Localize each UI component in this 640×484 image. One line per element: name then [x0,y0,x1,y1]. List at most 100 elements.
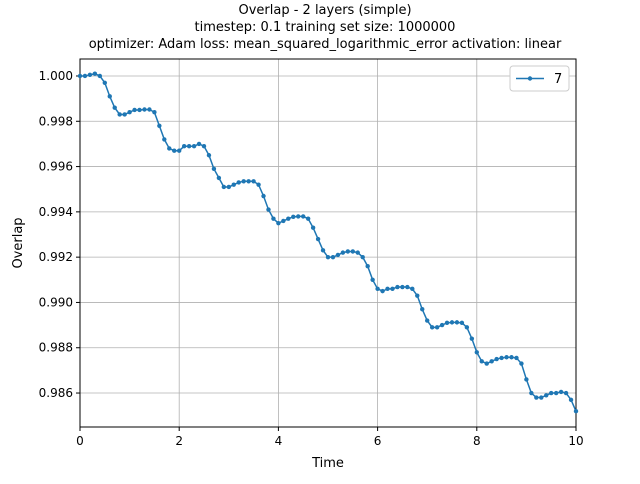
chart-subtitle: timestep: 0.1 training set size: 1000000 [195,20,456,35]
marker [281,218,286,224]
marker [137,107,142,113]
marker [181,143,187,149]
marker [494,356,499,362]
marker [553,390,559,396]
y-tick-label: 0.998 [39,114,73,128]
marker [102,80,108,85]
y-tick-label: 0.994 [39,205,73,219]
marker [310,225,316,230]
marker [429,325,435,330]
marker [469,336,475,341]
marker [350,249,355,254]
y-axis-label: Overlap [11,217,26,268]
marker [499,355,504,361]
plot-frame [79,58,577,428]
marker [444,320,450,326]
marker [514,355,519,361]
marker [162,137,167,142]
marker [464,325,470,330]
marker [534,395,539,400]
marker [122,112,127,117]
x-tick-label: 10 [568,434,583,448]
marker [241,179,246,184]
marker [167,146,172,151]
marker [425,318,430,323]
marker [77,73,83,79]
marker [504,355,509,360]
marker [211,166,217,172]
marker [206,153,212,158]
marker [301,214,306,219]
marker [82,73,88,79]
marker [246,179,251,184]
marker [524,377,529,382]
marker [286,216,291,221]
chart-title: Overlap - 2 layers (simple) [238,3,411,18]
marker [231,182,236,187]
marker [489,359,494,364]
marker [266,207,271,212]
marker [305,216,311,221]
x-axis-label: Time [311,456,344,471]
marker [221,184,227,190]
x-tick-label: 8 [473,434,481,448]
marker [256,182,261,187]
marker [415,293,420,298]
marker [385,286,390,292]
marker [439,322,445,328]
marker [330,254,336,260]
marker [132,107,137,113]
marker [186,143,192,149]
marker [529,390,534,396]
marker [449,320,455,325]
legend-marker [527,76,533,81]
marker [544,393,549,398]
marker [291,214,296,220]
marker [420,307,425,312]
marker [127,110,132,115]
marker [340,250,346,255]
marker [315,236,321,242]
y-tick-label: 0.986 [39,386,73,400]
marker [87,72,93,78]
marker [296,214,301,219]
marker [484,361,489,366]
marker [479,359,484,364]
marker [345,249,351,254]
y-tick-label: 1.000 [39,69,73,83]
marker [563,390,569,396]
marker [370,277,375,282]
x-tick-label: 0 [76,434,84,448]
legend-label: 7 [554,72,562,87]
marker [251,179,256,184]
x-tick-label: 2 [175,434,183,448]
marker [539,395,544,400]
marker [390,286,395,292]
marker [117,112,122,117]
marker [568,397,574,403]
x-tick-label: 4 [275,434,283,448]
marker [201,143,207,149]
y-tick-label: 0.988 [39,341,73,355]
marker [97,73,103,79]
marker [365,264,370,269]
marker [276,220,281,226]
marker [147,107,152,112]
marker [360,254,365,260]
marker [380,288,385,294]
line [80,72,577,412]
marker [107,94,112,99]
marker [142,107,147,112]
chart-subtitle: optimizer: Adam loss: mean_squared_logar… [89,37,562,52]
marker [549,390,554,396]
marker [395,284,400,290]
marker [558,389,564,395]
marker [474,350,479,355]
marker [405,284,410,290]
y-tick-label: 0.992 [39,250,73,264]
marker [410,286,415,292]
marker [509,355,514,360]
marker [325,254,331,260]
marker [177,148,182,153]
